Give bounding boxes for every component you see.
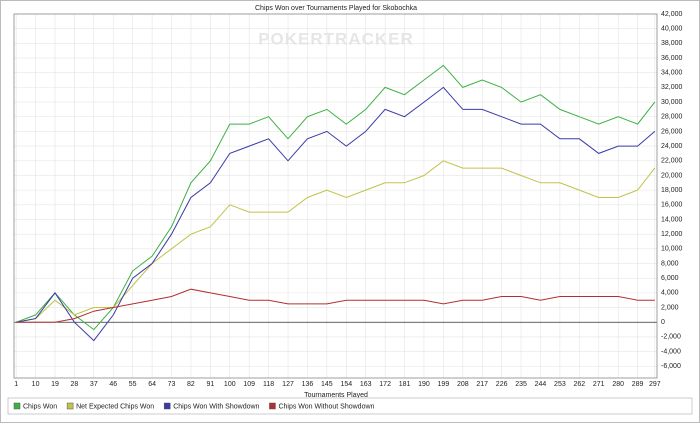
x-tick-label: 100 xyxy=(224,381,236,388)
x-tick-label: 297 xyxy=(649,381,661,388)
legend-label: Chips Won With Showdown xyxy=(173,403,259,410)
y-tick-label: 40,000 xyxy=(661,26,683,33)
x-tick-label: 181 xyxy=(399,381,411,388)
y-tick-label: 8,000 xyxy=(661,260,679,267)
x-tick-label: 55 xyxy=(129,381,137,388)
x-tick-label: 82 xyxy=(187,381,195,388)
x-tick-label: 163 xyxy=(360,381,372,388)
y-tick-label: 0 xyxy=(661,319,665,326)
x-tick-label: 244 xyxy=(535,381,547,388)
y-tick-label: 22,000 xyxy=(661,158,683,165)
x-tick-label: 136 xyxy=(302,381,314,388)
x-tick-label: 145 xyxy=(321,381,333,388)
y-tick-label: 14,000 xyxy=(661,216,683,223)
x-tick-label: 235 xyxy=(515,381,527,388)
legend-swatch xyxy=(163,402,171,410)
x-tick-label: 64 xyxy=(148,381,156,388)
y-tick-label: -6,000 xyxy=(661,363,681,370)
watermark: POKERTRACKER xyxy=(258,29,414,48)
x-tick-label: 217 xyxy=(476,381,488,388)
series-line xyxy=(16,86,656,342)
y-tick-label: 36,000 xyxy=(661,55,683,62)
legend-swatch xyxy=(66,402,74,410)
plot-border xyxy=(13,13,658,379)
x-tick-label: 199 xyxy=(438,381,450,388)
y-tick-label: 42,000 xyxy=(661,11,683,18)
x-tick-label: 154 xyxy=(340,381,352,388)
x-tick-label: 208 xyxy=(457,381,469,388)
y-tick-label: 32,000 xyxy=(661,84,683,91)
y-tick-label: 30,000 xyxy=(661,99,683,106)
x-tick-label: 271 xyxy=(593,381,605,388)
y-tick-label: 16,000 xyxy=(661,202,683,209)
y-tick-label: 2,000 xyxy=(661,304,679,311)
x-tick-label: 46 xyxy=(109,381,117,388)
x-tick-label: 289 xyxy=(632,381,644,388)
x-axis-label: Tournaments Played xyxy=(304,392,368,399)
x-tick-label: 28 xyxy=(71,381,79,388)
y-tick-label: 12,000 xyxy=(661,231,683,238)
y-tick-label: 38,000 xyxy=(661,40,683,47)
y-tick-label: 24,000 xyxy=(661,143,683,150)
y-tick-label: 34,000 xyxy=(661,70,683,77)
x-tick-label: 1 xyxy=(14,381,18,388)
x-tick-label: 37 xyxy=(90,381,98,388)
x-tick-label: 172 xyxy=(379,381,391,388)
y-tick-label: -4,000 xyxy=(661,348,681,355)
y-tick-label: 28,000 xyxy=(661,114,683,121)
y-tick-label: 26,000 xyxy=(661,128,683,135)
legend-swatch xyxy=(13,402,21,410)
x-tick-label: 253 xyxy=(554,381,566,388)
y-tick-label: 20,000 xyxy=(661,172,683,179)
x-tick-label: 127 xyxy=(282,381,294,388)
y-tick-label: 6,000 xyxy=(661,275,679,282)
x-tick-label: 19 xyxy=(51,381,59,388)
chart-title: Chips Won over Tournaments Played for Sk… xyxy=(255,5,417,12)
legend-label: Chips Won Without Showdown xyxy=(278,403,374,410)
x-tick-label: 109 xyxy=(243,381,255,388)
y-tick-label: -2,000 xyxy=(661,334,681,341)
x-tick-label: 190 xyxy=(418,381,430,388)
x-tick-label: 118 xyxy=(263,381,274,388)
y-tick-label: 4,000 xyxy=(661,290,679,297)
y-tick-label: 18,000 xyxy=(661,187,683,194)
x-tick-label: 280 xyxy=(612,381,624,388)
x-tick-label: 10 xyxy=(32,381,40,388)
y-tick-label: 10,000 xyxy=(661,246,683,253)
legend-box xyxy=(7,397,693,415)
x-tick-label: 262 xyxy=(573,381,585,388)
series-line xyxy=(16,288,655,323)
x-tick-label: 73 xyxy=(168,381,176,388)
x-tick-label: 91 xyxy=(206,381,214,388)
legend-swatch xyxy=(269,402,276,410)
series-line xyxy=(16,64,656,331)
x-tick-label: 226 xyxy=(496,381,508,388)
legend-label: Net Expected Chips Won xyxy=(76,403,154,410)
legend-label: Chips Won xyxy=(23,403,57,410)
